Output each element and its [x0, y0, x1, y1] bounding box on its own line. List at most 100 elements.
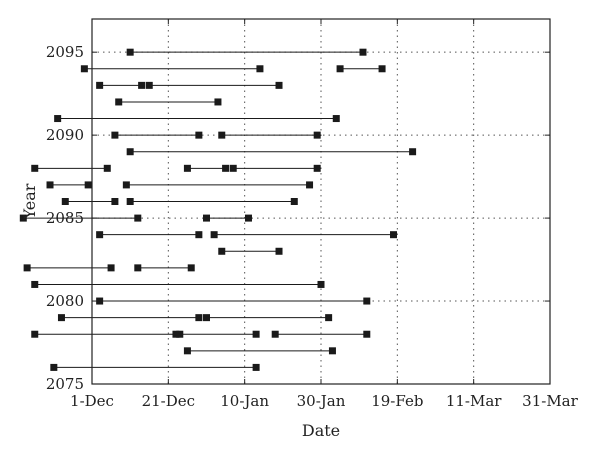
year-row-2082 — [23, 264, 195, 272]
year-row-2090 — [111, 131, 321, 139]
start-marker — [31, 330, 39, 338]
start-marker — [134, 264, 142, 272]
end-marker — [290, 198, 298, 205]
end-marker — [134, 214, 142, 222]
year-row-2080 — [96, 297, 371, 305]
end-marker — [138, 81, 146, 89]
end-marker — [214, 98, 222, 106]
end-marker — [363, 330, 371, 338]
start-marker — [183, 164, 191, 172]
end-marker — [306, 181, 314, 189]
year-row-2077 — [183, 347, 336, 355]
year-row-2081 — [31, 280, 325, 288]
start-marker — [336, 65, 344, 73]
end-marker — [313, 131, 321, 139]
start-marker — [80, 65, 88, 73]
year-row-2089 — [126, 148, 417, 156]
start-marker — [210, 231, 218, 239]
year-row-2083 — [218, 247, 283, 255]
start-marker — [183, 347, 191, 355]
end-marker — [111, 198, 119, 205]
x-tick-label: 11-Mar — [446, 392, 502, 410]
start-marker — [19, 214, 27, 222]
start-marker — [126, 148, 134, 156]
year-row-2091 — [54, 115, 340, 123]
year-row-2076 — [50, 363, 260, 371]
end-marker — [195, 231, 203, 239]
end-marker — [328, 347, 336, 355]
end-marker — [222, 164, 230, 172]
start-marker — [271, 330, 279, 338]
start-marker — [46, 181, 54, 189]
year-row-2095 — [126, 48, 367, 56]
start-marker — [126, 48, 134, 56]
start-marker — [229, 164, 237, 172]
year-row-2078 — [31, 330, 371, 338]
start-marker — [57, 314, 65, 322]
start-marker — [176, 330, 184, 338]
start-marker — [203, 214, 210, 222]
start-marker — [126, 198, 134, 205]
end-marker — [325, 314, 333, 322]
series-layer — [19, 48, 417, 371]
start-marker — [96, 81, 104, 89]
end-marker — [317, 280, 325, 288]
start-marker — [218, 247, 226, 255]
year-row-2086 — [61, 198, 298, 205]
end-marker — [252, 363, 260, 371]
y-tick-label: 2095 — [46, 43, 84, 61]
x-tick-label: 19-Feb — [371, 392, 423, 410]
start-marker — [61, 198, 69, 205]
start-marker — [203, 314, 210, 322]
end-marker — [103, 164, 111, 172]
end-marker — [275, 81, 283, 89]
year-row-2084 — [96, 231, 398, 239]
y-tick-label: 2075 — [46, 375, 84, 393]
end-marker — [359, 48, 367, 56]
start-marker — [31, 280, 39, 288]
x-axis-title: Date — [302, 421, 340, 440]
start-marker — [111, 131, 119, 139]
year-row-2092 — [115, 98, 222, 106]
start-marker — [115, 98, 123, 106]
x-tick-label: 31-Mar — [522, 392, 578, 410]
year-row-2079 — [57, 314, 333, 322]
end-marker — [107, 264, 115, 272]
year-row-2094 — [80, 65, 386, 73]
end-marker — [332, 115, 340, 123]
end-marker — [84, 181, 92, 189]
end-marker — [244, 214, 252, 222]
x-tick-label: 1-Dec — [70, 392, 114, 410]
end-marker — [275, 247, 283, 255]
end-marker — [187, 264, 195, 272]
year-row-2093 — [96, 81, 283, 89]
end-marker — [390, 231, 398, 239]
end-marker — [378, 65, 386, 73]
end-marker — [195, 314, 203, 322]
y-tick-labels: 2075 2080 2085 2090 2095 — [46, 43, 84, 393]
x-tick-label: 10-Jan — [220, 392, 269, 410]
end-marker — [172, 330, 180, 338]
start-marker — [50, 363, 58, 371]
x-tick-labels: 1-Dec 21-Dec 10-Jan 30-Jan 19-Feb 11-Mar 31-Ma… — [70, 392, 579, 410]
y-tick-label: 2090 — [46, 126, 84, 144]
start-marker — [122, 181, 130, 189]
x-tick-label: 21-Dec — [142, 392, 195, 410]
start-marker — [54, 115, 62, 123]
start-marker — [218, 131, 226, 139]
end-marker — [363, 297, 371, 305]
end-marker — [313, 164, 321, 172]
y-axis-title: Year — [20, 183, 39, 220]
start-marker — [96, 231, 104, 239]
x-tick-label: 30-Jan — [297, 392, 346, 410]
end-marker — [252, 330, 260, 338]
start-marker — [96, 297, 104, 305]
plot-frame — [91, 18, 551, 385]
end-marker — [195, 131, 203, 139]
start-marker — [31, 164, 39, 172]
year-row-2088 — [31, 164, 321, 172]
year-row-2087 — [46, 181, 314, 189]
end-marker — [409, 148, 417, 156]
year-row-2085 — [19, 214, 252, 222]
